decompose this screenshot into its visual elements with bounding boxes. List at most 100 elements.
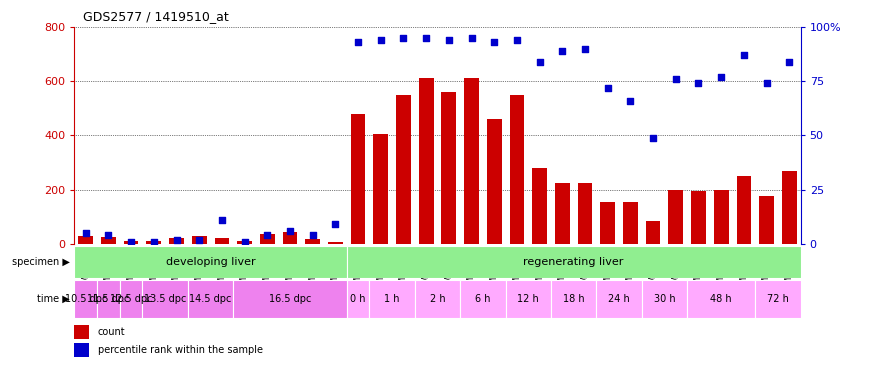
- Point: [646, 134, 660, 141]
- Bar: [188, 280, 234, 318]
- Text: 1 h: 1 h: [384, 294, 400, 304]
- Text: 10.5 dpc: 10.5 dpc: [65, 294, 107, 304]
- Point: [556, 48, 570, 54]
- Text: 16.5 dpc: 16.5 dpc: [269, 294, 312, 304]
- Point: [238, 238, 252, 245]
- Point: [737, 52, 751, 58]
- Bar: [691, 191, 706, 244]
- Bar: [415, 280, 460, 318]
- Bar: [305, 239, 320, 244]
- Bar: [74, 246, 346, 278]
- Bar: [755, 280, 801, 318]
- Point: [714, 74, 728, 80]
- Bar: [600, 202, 615, 244]
- Point: [305, 232, 319, 238]
- Bar: [146, 241, 161, 244]
- Point: [601, 84, 615, 91]
- Point: [465, 35, 479, 41]
- Bar: [123, 241, 138, 244]
- Bar: [737, 176, 752, 244]
- Point: [351, 39, 365, 45]
- Bar: [369, 280, 415, 318]
- Bar: [714, 190, 729, 244]
- Text: 30 h: 30 h: [654, 294, 676, 304]
- Bar: [506, 280, 551, 318]
- Bar: [97, 280, 120, 318]
- Bar: [646, 221, 661, 244]
- Bar: [623, 202, 638, 244]
- Bar: [641, 280, 687, 318]
- Point: [442, 37, 456, 43]
- Bar: [192, 236, 206, 244]
- Text: 11.5 dpc: 11.5 dpc: [88, 294, 130, 304]
- Bar: [74, 343, 89, 357]
- Point: [510, 37, 524, 43]
- Bar: [120, 280, 143, 318]
- Bar: [782, 170, 796, 244]
- Point: [668, 76, 682, 82]
- Text: specimen ▶: specimen ▶: [12, 257, 70, 267]
- Bar: [237, 241, 252, 244]
- Text: 12 h: 12 h: [517, 294, 539, 304]
- Point: [782, 58, 796, 65]
- Point: [260, 232, 274, 238]
- Bar: [346, 280, 369, 318]
- Bar: [509, 95, 524, 244]
- Bar: [760, 196, 774, 244]
- Text: percentile rank within the sample: percentile rank within the sample: [98, 345, 262, 355]
- Bar: [396, 95, 411, 244]
- Point: [192, 237, 206, 243]
- Bar: [555, 183, 570, 244]
- Point: [487, 39, 501, 45]
- Point: [419, 35, 433, 41]
- Text: GDS2577 / 1419510_at: GDS2577 / 1419510_at: [83, 10, 229, 23]
- Bar: [143, 280, 188, 318]
- Point: [578, 46, 592, 52]
- Point: [533, 58, 547, 65]
- Bar: [260, 234, 275, 244]
- Text: 48 h: 48 h: [710, 294, 732, 304]
- Bar: [687, 280, 755, 318]
- Text: count: count: [98, 327, 125, 337]
- Bar: [234, 280, 346, 318]
- Bar: [101, 237, 116, 244]
- Point: [215, 217, 229, 223]
- Text: regenerating liver: regenerating liver: [523, 257, 624, 267]
- Bar: [532, 168, 547, 244]
- Point: [283, 228, 297, 234]
- Point: [102, 232, 116, 238]
- Bar: [460, 280, 506, 318]
- Text: 6 h: 6 h: [475, 294, 491, 304]
- Bar: [351, 114, 366, 244]
- Bar: [74, 325, 89, 339]
- Bar: [214, 238, 229, 244]
- Point: [170, 237, 184, 243]
- Bar: [487, 119, 501, 244]
- Point: [328, 221, 342, 227]
- Bar: [169, 238, 184, 244]
- Text: developing liver: developing liver: [165, 257, 256, 267]
- Bar: [346, 246, 801, 278]
- Point: [374, 37, 388, 43]
- Point: [623, 98, 637, 104]
- Text: 14.5 dpc: 14.5 dpc: [189, 294, 232, 304]
- Point: [147, 238, 161, 245]
- Bar: [668, 190, 683, 244]
- Text: 2 h: 2 h: [430, 294, 445, 304]
- Point: [396, 35, 410, 41]
- Text: 13.5 dpc: 13.5 dpc: [144, 294, 186, 304]
- Bar: [578, 183, 592, 244]
- Text: time ▶: time ▶: [38, 294, 70, 304]
- Point: [124, 238, 138, 245]
- Text: 72 h: 72 h: [767, 294, 789, 304]
- Bar: [374, 134, 388, 244]
- Text: 0 h: 0 h: [350, 294, 366, 304]
- Bar: [597, 280, 641, 318]
- Point: [691, 80, 705, 86]
- Bar: [79, 236, 93, 244]
- Bar: [442, 92, 456, 244]
- Point: [79, 230, 93, 236]
- Bar: [551, 280, 597, 318]
- Bar: [74, 280, 97, 318]
- Point: [760, 80, 774, 86]
